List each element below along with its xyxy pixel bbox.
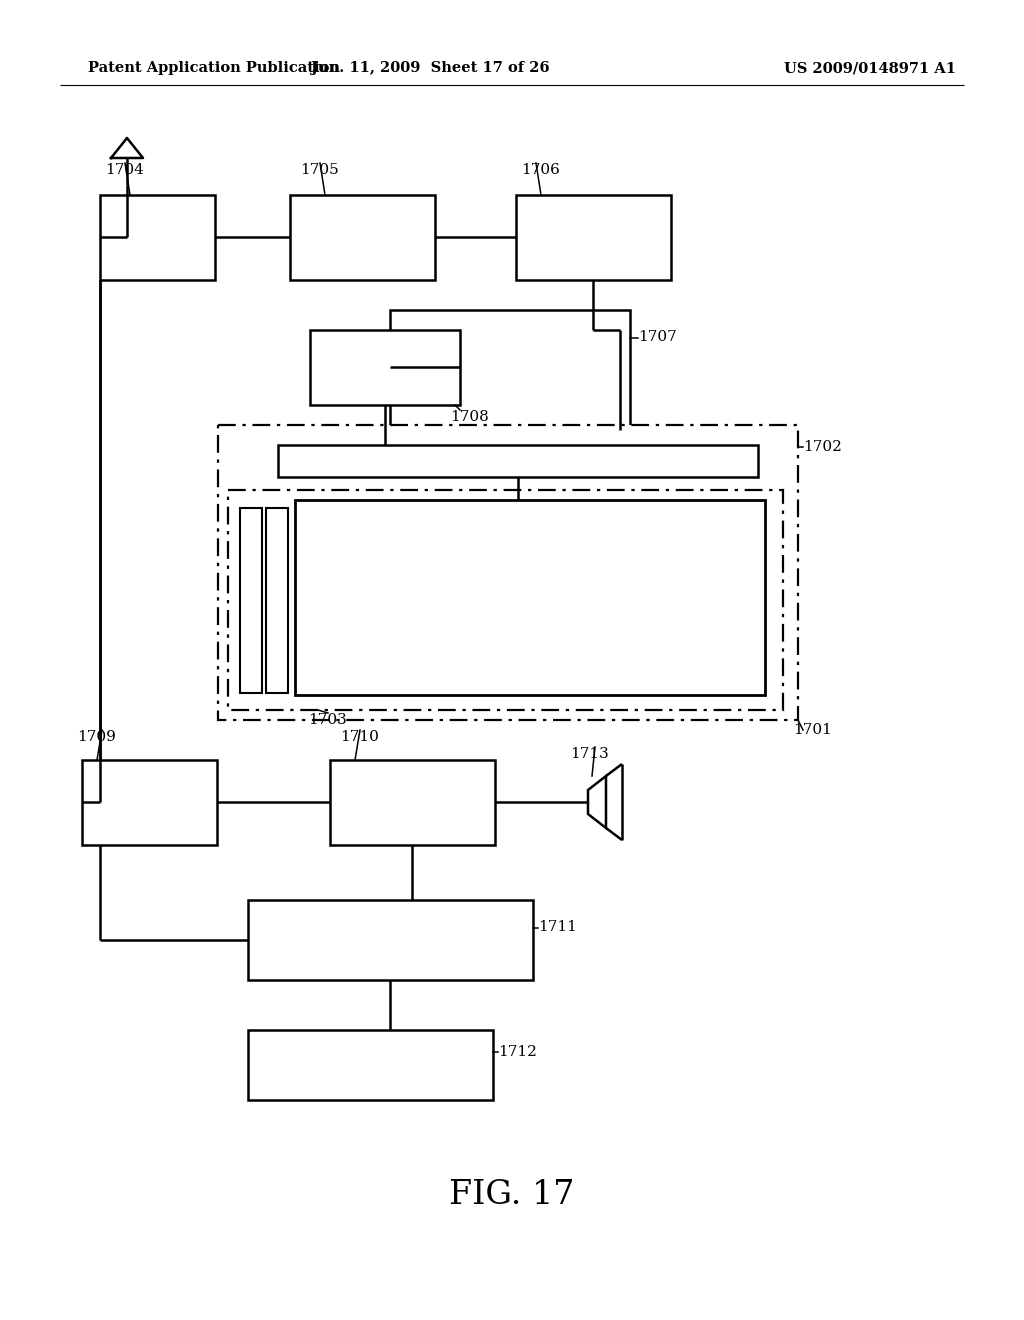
Bar	[82, 760, 217, 845]
Bar	[516, 195, 671, 280]
Text: 1713: 1713	[570, 747, 608, 762]
Text: Jun. 11, 2009  Sheet 17 of 26: Jun. 11, 2009 Sheet 17 of 26	[310, 61, 549, 75]
Text: 1710: 1710	[340, 730, 379, 744]
Text: 1706: 1706	[521, 162, 560, 177]
Text: 1707: 1707	[638, 330, 677, 345]
Text: 1702: 1702	[803, 440, 842, 454]
Text: 1711: 1711	[538, 920, 577, 935]
Bar	[310, 330, 460, 405]
Text: 1708: 1708	[450, 411, 488, 424]
Text: FIG. 17: FIG. 17	[450, 1179, 574, 1210]
Bar	[248, 900, 534, 979]
Text: US 2009/0148971 A1: US 2009/0148971 A1	[784, 61, 956, 75]
Bar	[240, 508, 262, 693]
Bar	[390, 310, 630, 430]
Bar	[330, 760, 495, 845]
Bar	[295, 500, 765, 696]
Bar	[278, 445, 758, 477]
Bar	[266, 508, 288, 693]
Text: 1705: 1705	[300, 162, 339, 177]
Text: 1709: 1709	[77, 730, 116, 744]
Polygon shape	[588, 776, 606, 828]
Text: 1704: 1704	[105, 162, 144, 177]
Bar	[100, 195, 215, 280]
Text: 1703: 1703	[308, 713, 347, 727]
Text: Patent Application Publication: Patent Application Publication	[88, 61, 340, 75]
Text: 1701: 1701	[793, 723, 831, 737]
Bar	[228, 490, 783, 710]
Bar	[290, 195, 435, 280]
Text: 1712: 1712	[498, 1045, 537, 1059]
Bar	[218, 425, 798, 719]
Bar	[248, 1030, 493, 1100]
